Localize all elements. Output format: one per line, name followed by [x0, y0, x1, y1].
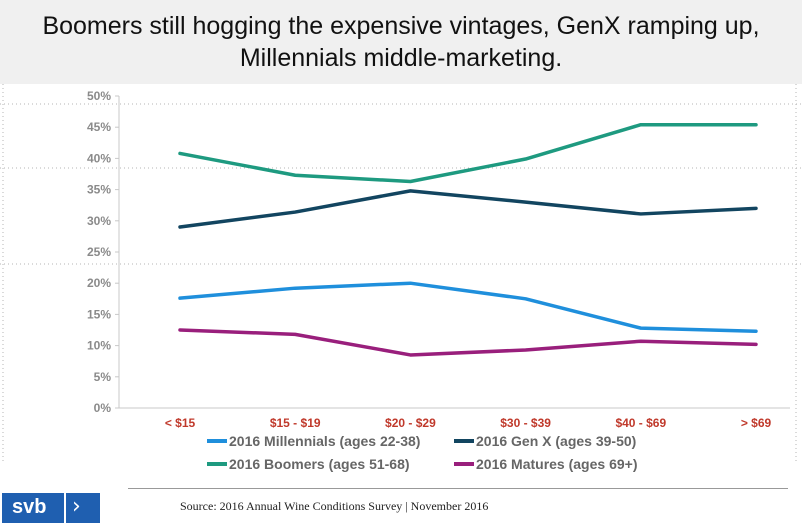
y-tick-label: 15%: [87, 307, 111, 321]
y-tick-label: 35%: [87, 183, 111, 197]
y-tick-label: 50%: [87, 89, 111, 103]
series-line-1: [178, 189, 758, 229]
line-chart: 0% 5% 10% 15% 20% 25% 30% 35% 40% 45% 50% < $15 $15 …: [0, 84, 802, 472]
y-tick-label: 5%: [94, 370, 112, 384]
x-tick-label: $30 - $39: [500, 416, 551, 430]
series-line-3: [178, 328, 758, 357]
series-line-2: [178, 122, 758, 184]
x-tick-label: $20 - $29: [385, 416, 436, 430]
y-tick-label: 40%: [87, 151, 111, 165]
series-line-0: [178, 281, 758, 333]
y-tick-label: 25%: [87, 245, 111, 259]
y-tick-label: 0%: [94, 401, 112, 415]
headline-banner: Boomers still hogging the expensive vint…: [0, 0, 802, 84]
x-tick-label: < $15: [165, 416, 196, 430]
y-tick-label: 10%: [87, 339, 111, 353]
legend-label: 2016 Millennials (ages 22-38): [229, 433, 420, 449]
legend-label: 2016 Gen X (ages 39-50): [476, 433, 636, 449]
legend-label: 2016 Matures (ages 69+): [476, 456, 637, 472]
footer-divider: [128, 488, 788, 489]
x-tick-label: $40 - $69: [615, 416, 666, 430]
x-tick-label: $15 - $19: [270, 416, 321, 430]
source-note: Source: 2016 Annual Wine Conditions Surv…: [180, 499, 489, 513]
svb-logo: svb ›: [2, 493, 100, 523]
y-tick-label: 20%: [87, 276, 111, 290]
logo-text: svb: [12, 496, 47, 518]
legend-label: 2016 Boomers (ages 51-68): [229, 456, 410, 472]
x-tick-label: > $69: [741, 416, 772, 430]
chart-headline: Boomers still hogging the expensive vint…: [42, 12, 760, 72]
chevron-right-icon: ›: [72, 494, 81, 519]
logo-separator: [64, 493, 66, 523]
y-tick-label: 30%: [87, 214, 111, 228]
y-tick-label: 45%: [87, 120, 111, 134]
